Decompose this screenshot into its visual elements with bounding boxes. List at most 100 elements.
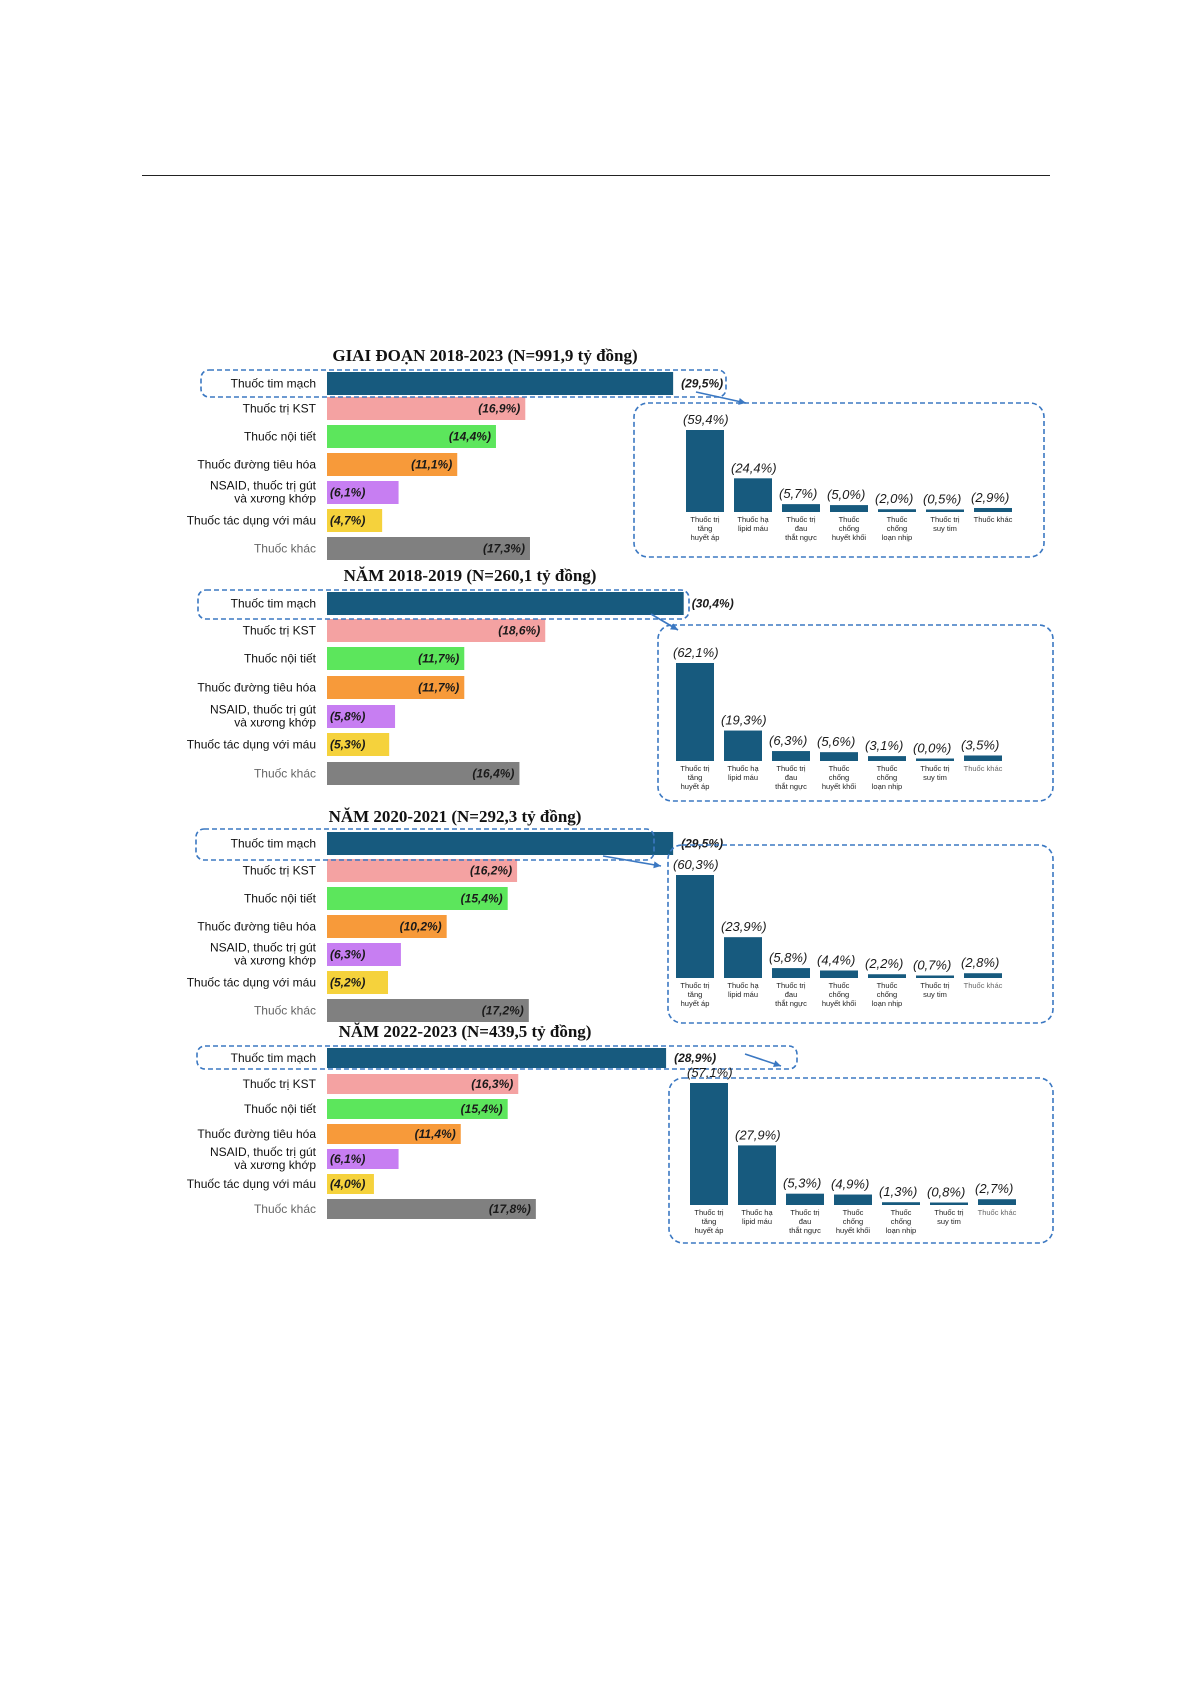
breakdown-value-label: (57,1%) xyxy=(687,1065,733,1080)
panel-2: NĂM 2018-2019 (N=260,1 tỷ đồng) Thuốc tim… xyxy=(187,566,1054,802)
panel-1: GIAI ĐOẠN 2018-2023 (N=991,9 tỷ đồng) Thu… xyxy=(187,346,1045,560)
breakdown-value-label: (6,3%) xyxy=(769,733,807,748)
breakdown-category-label: Thuốc chống huyết khối xyxy=(836,1208,871,1235)
category-label: Thuốc tim mạch xyxy=(231,1051,316,1065)
breakdown-category-label: Thuốc trị đau thắt ngực xyxy=(789,1208,821,1235)
breakdown-box xyxy=(668,1077,1054,1244)
breakdown-value-label: (4,4%) xyxy=(817,952,855,967)
breakdown-bar-thuoc-tri-suy-tim xyxy=(926,509,964,512)
bar-thuoc-tim-mach xyxy=(327,372,674,395)
bar-value-label: (16,4%) xyxy=(472,767,514,781)
panel-4: NĂM 2022-2023 (N=439,5 tỷ đồng) Thuốc tim… xyxy=(187,1022,1054,1244)
breakdown-box xyxy=(667,844,1054,1024)
breakdown-bar-thuoc-tri-suy-tim xyxy=(916,975,954,978)
breakdown-value-label: (0,7%) xyxy=(913,958,951,973)
breakdown-category-label: Thuốc chống huyết khối xyxy=(822,981,857,1008)
panel-title: NĂM 2018-2019 (N=260,1 tỷ đồng) xyxy=(344,566,597,585)
bar-thuoc-tim-mach xyxy=(327,1048,667,1068)
bar-thuoc-khac xyxy=(327,537,530,560)
breakdown-category-label: Thuốc trị suy tim xyxy=(930,515,960,533)
breakdown-category-label: Thuốc trị đau thắt ngực xyxy=(785,515,817,542)
breakdown-value-label: (4,9%) xyxy=(831,1177,869,1192)
arrow-line xyxy=(695,391,747,404)
breakdown-category-label: Thuốc trị suy tim xyxy=(920,981,950,999)
bar-value-label: (6,3%) xyxy=(330,948,365,962)
bar-thuoc-tim-mach xyxy=(327,832,674,855)
page-divider-line xyxy=(142,175,1050,176)
breakdown-category-label: Thuốc khác xyxy=(974,515,1013,524)
bar-value-label: (17,8%) xyxy=(489,1202,531,1216)
category-label: Thuốc nội tiết xyxy=(244,1102,317,1116)
breakdown-bar-thuoc-chong-loan-nhip xyxy=(878,509,916,512)
breakdown-bar-thuoc-ha-lipid-mau xyxy=(724,730,762,761)
bar-thuoc-khac xyxy=(327,762,520,785)
bar-thuoc-noi-tiet xyxy=(327,887,508,910)
bar-value-label: (11,7%) xyxy=(418,652,459,666)
category-label: Thuốc đường tiêu hóa xyxy=(197,458,316,472)
category-label: Thuốc đường tiêu hóa xyxy=(197,1127,316,1141)
category-label: Thuốc đường tiêu hóa xyxy=(197,681,316,695)
category-label: Thuốc tim mạch xyxy=(231,837,316,851)
breakdown-bar-thuoc-tri-suy-tim xyxy=(930,1202,968,1205)
bar-value-label: (4,7%) xyxy=(330,514,365,528)
bar-thuoc-duong-tieu-hoa xyxy=(327,915,447,938)
category-label: Thuốc nội tiết xyxy=(244,892,317,906)
breakdown-value-label: (5,6%) xyxy=(817,734,855,749)
breakdown-category-label: Thuốc trị suy tim xyxy=(934,1208,964,1226)
bar-thuoc-khac xyxy=(327,999,529,1022)
breakdown-category-label: Thuốc hạ lipid máu xyxy=(741,1208,773,1226)
arrow-head-icon xyxy=(670,623,678,630)
bar-value-label: (5,2%) xyxy=(330,976,365,990)
breakdown-value-label: (5,8%) xyxy=(769,950,807,965)
breakdown-category-label: Thuốc chống loạn nhịp xyxy=(872,764,902,791)
category-label: Thuốc trị KST xyxy=(243,624,317,638)
breakdown-value-label: (60,3%) xyxy=(673,857,719,872)
bar-value-label: (30,4%) xyxy=(692,597,734,611)
bar-nsaid-thuoc-tri-gut-va-xuong-khop xyxy=(327,943,401,966)
bar-thuoc-tac-dung-voi-mau xyxy=(327,971,389,994)
breakdown-category-label: Thuốc hạ lipid máu xyxy=(727,981,759,999)
breakdown-value-label: (62,1%) xyxy=(673,645,719,660)
panel-title: GIAI ĐOẠN 2018-2023 (N=991,9 tỷ đồng) xyxy=(332,346,637,365)
breakdown-category-label: Thuốc hạ lipid máu xyxy=(737,515,769,533)
highlight-box xyxy=(195,828,655,861)
arrow-head-icon xyxy=(653,861,661,869)
breakdown-bar-thuoc-khac xyxy=(974,507,1012,512)
category-label: Thuốc khác xyxy=(254,767,316,781)
category-label: Thuốc khác xyxy=(254,542,316,556)
bar-thuoc-tri-kst xyxy=(327,397,526,420)
breakdown-value-label: (59,4%) xyxy=(683,412,729,427)
bar-thuoc-tri-kst xyxy=(327,619,546,642)
bar-value-label: (16,2%) xyxy=(470,864,512,878)
breakdown-category-label: Thuốc chống huyết khối xyxy=(822,764,857,791)
breakdown-bar-thuoc-tri-tang-huyet-ap xyxy=(686,430,724,512)
breakdown-bar-thuoc-tri-suy-tim xyxy=(916,758,954,761)
category-label: NSAID, thuốc trị gút và xương khớp xyxy=(210,941,317,968)
arrow-head-icon xyxy=(738,398,746,405)
bar-value-label: (11,7%) xyxy=(418,681,459,695)
arrow-head-icon xyxy=(773,1060,781,1068)
category-label: Thuốc trị KST xyxy=(243,864,317,878)
breakdown-category-label: Thuốc khác xyxy=(964,981,1003,990)
breakdown-category-label: Thuốc chống huyết khối xyxy=(832,515,867,542)
breakdown-value-label: (27,9%) xyxy=(735,1127,781,1142)
breakdown-bar-thuoc-ha-lipid-mau xyxy=(724,937,762,978)
breakdown-bar-thuoc-ha-lipid-mau xyxy=(738,1145,776,1205)
bar-nsaid-thuoc-tri-gut-va-xuong-khop xyxy=(327,481,399,504)
breakdown-bar-thuoc-chong-huyet-khoi xyxy=(834,1194,872,1205)
breakdown-category-label: Thuốc chống loạn nhịp xyxy=(886,1208,916,1235)
category-label: Thuốc đường tiêu hóa xyxy=(197,920,316,934)
category-label: Thuốc tác dụng với máu xyxy=(187,1177,316,1191)
breakdown-category-label: Thuốc khác xyxy=(964,764,1003,773)
bar-value-label: (5,3%) xyxy=(330,738,365,752)
category-label: Thuốc nội tiết xyxy=(244,430,317,444)
breakdown-category-label: Thuốc hạ lipid máu xyxy=(727,764,759,782)
bar-value-label: (17,3%) xyxy=(483,542,525,556)
breakdown-value-label: (5,0%) xyxy=(827,487,865,502)
breakdown-value-label: (24,4%) xyxy=(731,460,777,475)
breakdown-value-label: (19,3%) xyxy=(721,713,767,728)
bar-value-label: (28,9%) xyxy=(674,1051,716,1065)
bar-value-label: (29,5%) xyxy=(681,377,723,391)
bar-thuoc-tac-dung-voi-mau xyxy=(327,509,383,532)
